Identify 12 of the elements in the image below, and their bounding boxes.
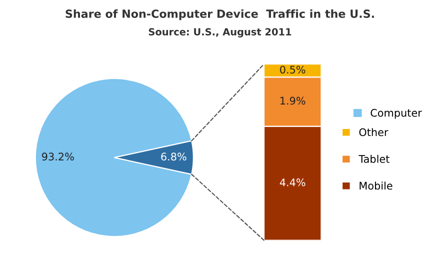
legend-label: Mobile: [360, 182, 392, 190]
pie-slice: [34, 78, 192, 238]
legend-label: Other: [359, 128, 388, 136]
data-label: 4.4%: [280, 178, 306, 186]
chart-subtitle: Source: U.S., August 2011: [148, 28, 292, 38]
data-label: 0.5%: [280, 66, 306, 74]
legend-label: Computer: [370, 108, 422, 119]
data-label: 6.8%: [161, 152, 186, 161]
legend-label: Tablet: [358, 154, 390, 163]
chart-title: Share of Non-Computer Device Traffic in the U.S.: [66, 9, 374, 20]
data-label: 1.9%: [280, 96, 306, 105]
data-label: 93.2%: [42, 152, 74, 161]
